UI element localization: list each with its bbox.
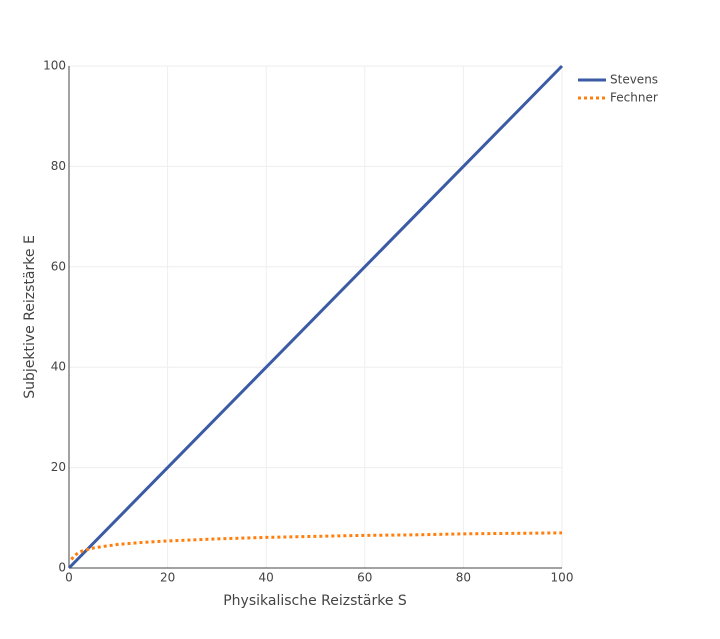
x-tick-label: 80 [456, 571, 471, 585]
legend-label: Stevens [610, 73, 658, 87]
x-axis-title: Physikalische Reizstärke S [223, 593, 407, 609]
x-tick-label: 100 [551, 571, 574, 585]
y-tick-label: 0 [58, 561, 66, 575]
y-tick-label: 20 [51, 460, 66, 474]
legend-label: Fechner [610, 91, 658, 105]
y-tick-label: 100 [43, 59, 66, 73]
x-tick-label: 20 [160, 571, 175, 585]
series-line [70, 531, 563, 561]
y-tick-label: 40 [51, 360, 66, 374]
x-tick-label: 0 [65, 571, 73, 585]
x-tick-label: 60 [357, 571, 372, 585]
y-tick-label: 60 [51, 259, 66, 273]
y-axis-title: Subjektive Reizstärke E [22, 235, 38, 399]
y-tick-label: 80 [51, 159, 66, 173]
x-tick-label: 40 [259, 571, 274, 585]
series-line [67, 64, 564, 570]
